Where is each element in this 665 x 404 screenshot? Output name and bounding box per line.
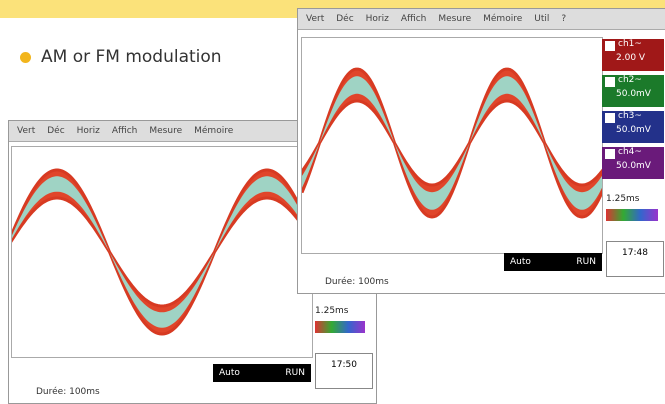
- menu-item[interactable]: Horiz: [76, 126, 100, 136]
- checkbox: [605, 113, 615, 123]
- timebase: 1.25ms: [606, 194, 640, 204]
- run-state[interactable]: RUN: [285, 368, 305, 378]
- waveform-plot: [11, 146, 313, 358]
- clock-text: 17:50: [331, 360, 357, 370]
- clock: 17:50: [315, 353, 373, 389]
- menu-item[interactable]: Vert: [306, 14, 325, 24]
- menu-bar: Vert Déc Horiz Affich Mesure Mémoire Util?: [298, 9, 665, 30]
- channel-scale: 50.0mV: [616, 89, 651, 99]
- waveform-plot: [301, 37, 603, 254]
- timebase: 1.25ms: [315, 306, 349, 316]
- channel-box: ch2~ 50.0mV: [602, 75, 664, 107]
- run-box[interactable]: Auto RUN: [504, 253, 602, 271]
- channel-strip: [606, 209, 658, 221]
- channel-box: ch4~ 50.0mV: [602, 147, 664, 179]
- run-box[interactable]: Auto RUN: [213, 364, 311, 382]
- scope-window: Vert Déc Horiz Affich Mesure Mémoire 1.25ms A…: [8, 120, 377, 404]
- waveform-fill: [12, 176, 312, 328]
- channel-scale: 2.00 V: [616, 53, 646, 63]
- trigger-mode[interactable]: Auto: [510, 257, 531, 267]
- channel-name: ch1~: [618, 39, 642, 49]
- channel-box: ch1~ 2.00 V: [602, 39, 664, 71]
- channel-scale: 50.0mV: [616, 161, 651, 171]
- checkbox: [605, 41, 615, 51]
- menu-item[interactable]: Mesure: [149, 126, 183, 136]
- menu-item[interactable]: Vert: [17, 126, 36, 136]
- trigger-mode[interactable]: Auto: [219, 368, 240, 378]
- menu-bar: Vert Déc Horiz Affich Mesure Mémoire: [9, 121, 376, 142]
- checkbox: [605, 149, 615, 159]
- menu-item[interactable]: Affich: [111, 126, 138, 136]
- duration: Durée: 100ms: [325, 277, 389, 287]
- menu-item[interactable]: Déc: [47, 126, 65, 136]
- bullet-dot: [20, 51, 31, 63]
- menu-item[interactable]: Mesure: [438, 14, 472, 24]
- menu-item[interactable]: Util: [534, 14, 550, 24]
- channel-name: ch3~: [618, 111, 642, 121]
- clock-text: 17:48: [622, 248, 648, 258]
- channel-name: ch4~: [618, 147, 642, 157]
- checkbox: [605, 77, 615, 87]
- clock: 17:48: [606, 241, 664, 277]
- channel-name: ch2~: [618, 75, 642, 85]
- bullet-item: AM or FM modulation: [20, 47, 222, 67]
- duration: Durée: 100ms: [36, 387, 100, 397]
- channel-strip: [315, 321, 365, 333]
- run-state[interactable]: RUN: [576, 257, 596, 267]
- channel-box: ch3~ 50.0mV: [602, 111, 664, 143]
- channel-scale: 50.0mV: [616, 125, 651, 135]
- bullet-text: AM or FM modulation: [41, 47, 222, 67]
- menu-item[interactable]: Affich: [400, 14, 427, 24]
- menu-item[interactable]: Mémoire: [194, 126, 234, 136]
- menu-item[interactable]: ?: [561, 14, 567, 24]
- waveform-envelope: [12, 168, 312, 336]
- scope-window: Vert Déc Horiz Affich Mesure Mémoire Util? ch1…: [297, 8, 665, 294]
- menu-item[interactable]: Mémoire: [483, 14, 523, 24]
- waveform-fill: [302, 76, 602, 210]
- menu-item[interactable]: Horiz: [365, 14, 389, 24]
- menu-item[interactable]: Déc: [336, 14, 354, 24]
